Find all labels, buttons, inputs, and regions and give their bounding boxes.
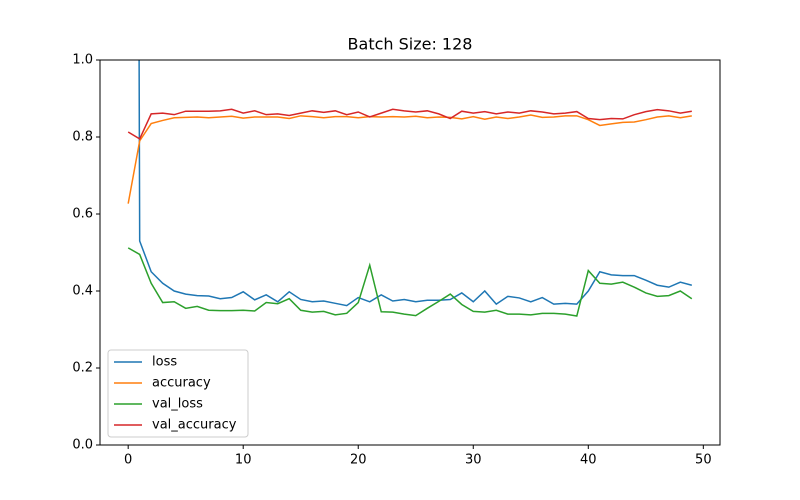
data-line	[127, 108, 692, 141]
x-tick-label: 30	[465, 453, 482, 468]
y-tick-label: 0.8	[72, 130, 93, 145]
chart-title: Batch Size: 128	[348, 35, 473, 54]
legend-label: loss	[152, 355, 177, 370]
data-line	[127, 114, 692, 204]
data-line	[138, 60, 693, 307]
y-tick-label: 1.0	[72, 53, 93, 68]
y-tick-label: 0.4	[72, 284, 93, 299]
y-tick-label: 0.2	[72, 361, 93, 376]
legend-label: val_loss	[152, 397, 203, 412]
legend-box	[107, 349, 249, 438]
x-tick-label: 40	[580, 453, 597, 468]
x-tick-label: 0	[124, 453, 132, 468]
axes-frame	[99, 59, 721, 446]
y-tick-label: 0.0	[72, 438, 93, 453]
legend-label: val_accuracy	[152, 418, 237, 433]
x-tick-label: 20	[350, 453, 367, 468]
x-tick-label: 50	[695, 453, 712, 468]
x-tick-label: 10	[235, 453, 252, 468]
data-line	[127, 247, 693, 317]
plot-area	[127, 60, 693, 317]
legend-label: accuracy	[152, 376, 211, 391]
y-tick-label: 0.6	[72, 207, 93, 222]
